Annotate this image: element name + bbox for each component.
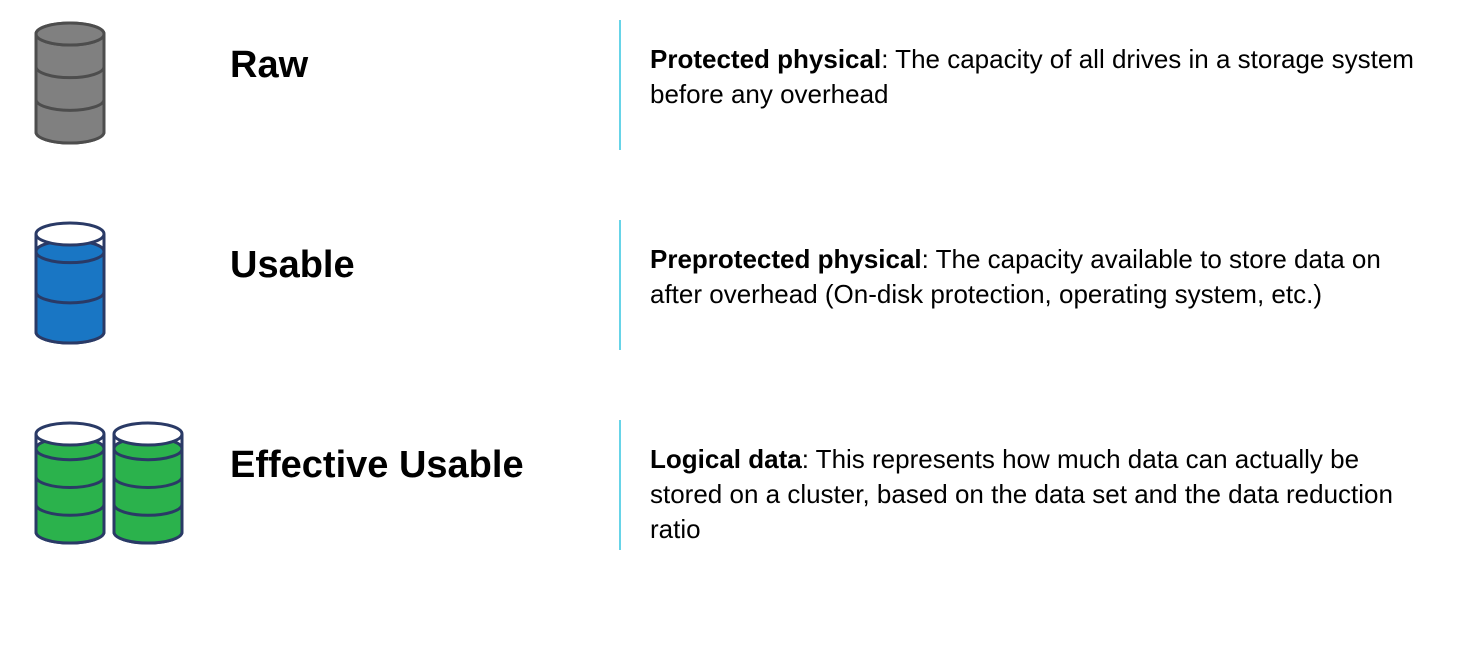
desc-term: Preprotected physical (650, 244, 922, 274)
desc-term: Protected physical (650, 44, 881, 74)
label-cell-effective: Effective Usable (230, 420, 590, 490)
capacity-row-usable: Usable Preprotected physical: The capacit… (30, 220, 1439, 350)
capacity-description: Logical data: This represents how much d… (650, 442, 1419, 547)
divider (590, 220, 650, 350)
capacity-description: Preprotected physical: The capacity avai… (650, 242, 1419, 312)
capacity-label: Usable (230, 242, 355, 290)
capacity-description: Protected physical: The capacity of all … (650, 42, 1419, 112)
cylinder-icon-raw (30, 20, 230, 148)
capacity-diagram: Raw Protected physical: The capacity of a… (30, 20, 1439, 550)
description-raw: Protected physical: The capacity of all … (650, 20, 1439, 112)
description-usable: Preprotected physical: The capacity avai… (650, 220, 1439, 312)
description-effective: Logical data: This represents how much d… (650, 420, 1439, 547)
capacity-label: Raw (230, 42, 308, 90)
capacity-row-raw: Raw Protected physical: The capacity of a… (30, 20, 1439, 150)
label-cell-usable: Usable (230, 220, 590, 290)
cylinder-icon-usable (30, 220, 230, 348)
divider (590, 20, 650, 150)
cylinder-icon-effective (30, 420, 230, 548)
desc-term: Logical data (650, 444, 802, 474)
capacity-row-effective: Effective Usable Logical data: This repre… (30, 420, 1439, 550)
label-cell-raw: Raw (230, 20, 590, 90)
capacity-label: Effective Usable (230, 442, 524, 490)
divider (590, 420, 650, 550)
